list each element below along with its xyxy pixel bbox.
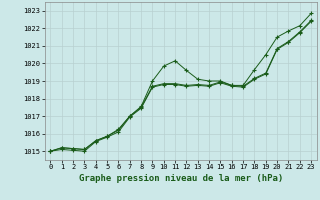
X-axis label: Graphe pression niveau de la mer (hPa): Graphe pression niveau de la mer (hPa)	[79, 174, 283, 183]
